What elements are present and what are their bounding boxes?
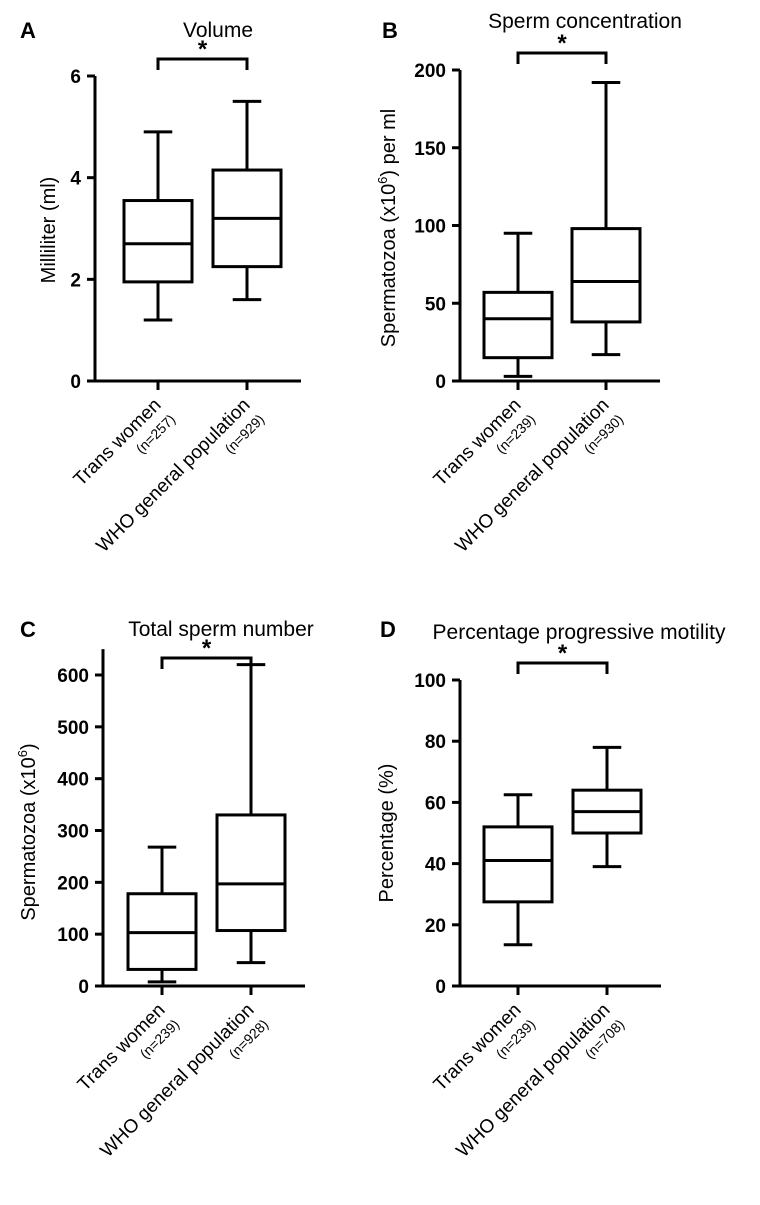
iqr-box: [482, 290, 554, 360]
y-axis-label-suffix: ) per ml: [378, 109, 400, 177]
y-tick-label: 0: [435, 372, 446, 393]
significance-star: *: [198, 36, 208, 63]
y-tick-label: 50: [425, 294, 446, 315]
box-trans-women: Trans women(n=239): [430, 793, 554, 1095]
y-tick-label: 200: [57, 873, 89, 894]
y-tick-label: 80: [425, 732, 446, 753]
significance-bracket: [160, 656, 253, 669]
significance-star: *: [557, 30, 567, 57]
panel-d: D Percentage progressive motility 0 20 40 60 8…: [376, 617, 726, 1162]
y-tick-label: 40: [425, 855, 446, 876]
significance-bracket: [516, 661, 609, 674]
panel-a: A Volume 0 2 4 6 Milliliter (ml) Trans women(n=…: [20, 18, 301, 557]
y-axis-label-main: Percentage (%): [376, 764, 398, 903]
y-axis-label-main: Spermatozoa (x10: [378, 184, 400, 347]
y-tick-label: 200: [414, 61, 446, 82]
category-label-group: WHO general population(n=708): [453, 1000, 628, 1162]
y-tick-label: 100: [414, 671, 446, 692]
y-tick-label: 20: [425, 916, 446, 937]
box-who-general-population: WHO general population(n=930): [452, 80, 642, 557]
significance-star: *: [202, 635, 212, 662]
panel-letter: A: [20, 18, 36, 43]
y-tick-label: 0: [78, 977, 89, 998]
y-tick-label: 100: [414, 217, 446, 238]
box-trans-women: Trans women(n=257): [70, 130, 194, 490]
y-tick-label: 4: [70, 169, 81, 190]
y-tick-label: 60: [425, 793, 446, 814]
y-tick-label: 500: [57, 718, 89, 739]
chart-title: Percentage progressive motility: [433, 621, 726, 644]
category-label-group: WHO general population(n=928): [97, 1000, 272, 1162]
chart-title: Total sperm number: [128, 618, 314, 641]
y-axis-label-superscript: 6: [15, 750, 30, 757]
iqr-box: [482, 825, 554, 904]
y-axis-label: Spermatozoa (x106): [15, 743, 40, 920]
chart-title: Sperm concentration: [488, 10, 682, 33]
y-tick-label: 0: [70, 372, 81, 393]
significance-bracket: [156, 57, 249, 70]
y-axis-label-suffix: ): [18, 743, 40, 750]
significance-bracket: [516, 51, 608, 64]
panel-letter: B: [382, 18, 398, 43]
y-tick-label: 600: [57, 666, 89, 687]
box-who-general-population: WHO general population(n=929): [93, 99, 283, 557]
y-axis-label-superscript: 6: [375, 177, 390, 184]
iqr-box: [570, 227, 642, 324]
panel-letter: C: [20, 617, 36, 642]
y-tick-label: 150: [414, 139, 446, 160]
y-axis-label: Milliliter (ml): [38, 177, 60, 284]
category-label-group: WHO general population(n=930): [452, 395, 627, 557]
box-who-general-population: WHO general population(n=708): [453, 745, 643, 1162]
y-tick-label: 2: [70, 270, 81, 291]
box-who-general-population: WHO general population(n=928): [97, 663, 287, 1162]
panel-b: B Sperm concentration 0 50 100 150 200 Spermato…: [375, 10, 682, 557]
iqr-box: [215, 813, 287, 933]
y-tick-label: 100: [57, 925, 89, 946]
y-tick-label: 6: [70, 67, 81, 88]
significance-star: *: [558, 640, 568, 667]
y-axis-label-main: Spermatozoa (x10: [18, 757, 40, 920]
y-tick-label: 300: [57, 822, 89, 843]
iqr-box: [122, 199, 194, 284]
panel-c: C Total sperm number 0 100 200 300 400 500 600 Sp…: [15, 617, 314, 1162]
y-tick-label: 400: [57, 770, 89, 791]
panel-letter: D: [380, 617, 396, 642]
y-axis-label: Percentage (%): [376, 764, 398, 903]
y-axis-label: Spermatozoa (x106) per ml: [375, 109, 400, 347]
y-axis-label-main: Milliliter (ml): [38, 177, 60, 284]
chart-title: Volume: [183, 19, 253, 42]
category-label-group: WHO general population(n=929): [93, 395, 268, 557]
y-tick-label: 0: [435, 977, 446, 998]
